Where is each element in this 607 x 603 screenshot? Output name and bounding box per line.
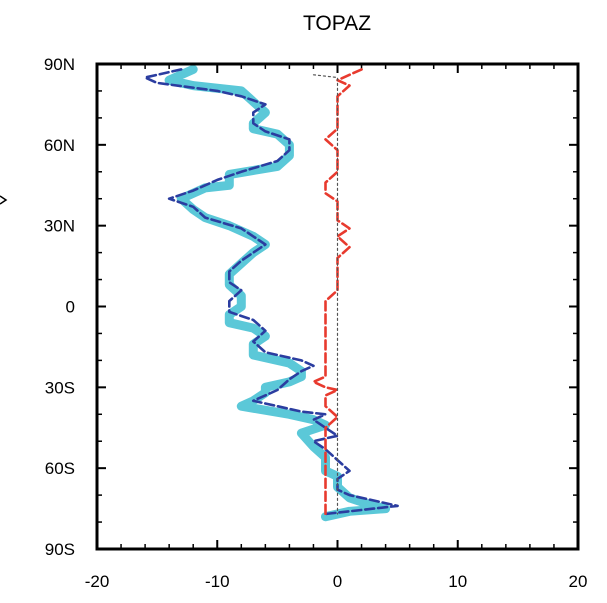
y-tick-label: 60S (45, 459, 75, 478)
y-tick-label: 30N (44, 217, 75, 236)
x-tick-label: 20 (569, 572, 588, 591)
series-line-dashed-1 (143, 68, 399, 516)
x-tick-label: -10 (205, 572, 230, 591)
y-tick-label: 0 (66, 298, 75, 317)
x-tick-label: 10 (448, 572, 467, 591)
left-edge-marker (0, 195, 8, 205)
x-tick-label: 0 (333, 572, 342, 591)
plot-frame (95, 62, 580, 551)
y-tick-label: 30S (45, 378, 75, 397)
tick-labels: -20 -10 0 10 20 90N 60N 30N 0 30S 60S 90S (44, 55, 588, 591)
chart-title: TOPAZ (303, 12, 371, 35)
x-tick-label: -20 (85, 572, 110, 591)
series-lines (143, 64, 399, 522)
series-line-cyan-0 (164, 64, 391, 522)
y-tick-label: 90N (44, 55, 75, 74)
y-tick-label: 90S (45, 540, 75, 559)
series-line-dotted-3 (312, 74, 339, 515)
y-tick-label: 60N (44, 136, 75, 155)
